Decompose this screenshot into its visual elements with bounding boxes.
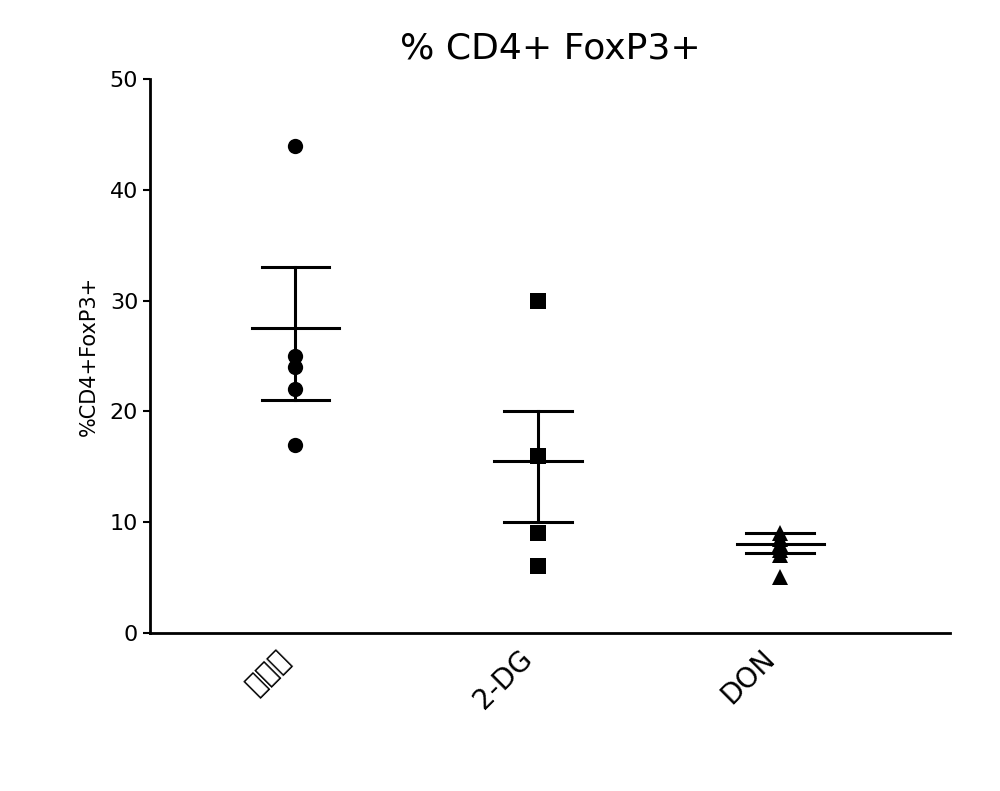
Y-axis label: %CD4+FoxP3+: %CD4+FoxP3+	[79, 276, 99, 436]
Title: % CD4+ FoxP3+: % CD4+ FoxP3+	[400, 32, 700, 66]
